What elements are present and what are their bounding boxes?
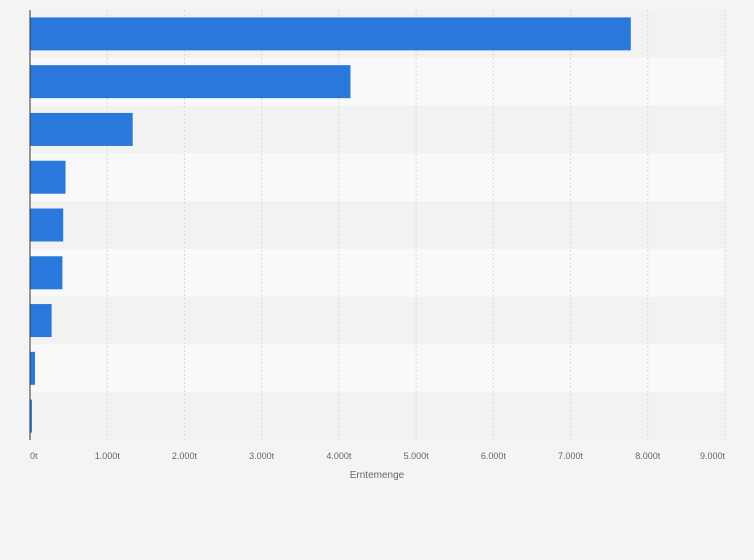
row-band [30,248,725,297]
x-axis-title: Erntemenge [350,470,405,481]
row-band [30,344,725,393]
bar [30,160,66,194]
bars [30,17,631,433]
row-band [30,201,725,249]
bar [30,17,631,51]
row-band [30,296,725,345]
x-tick-label: 6.000t [481,451,507,461]
bar [30,208,64,242]
bar [30,256,63,290]
x-axis-ticks: 0t 1.000t 2.000t 3.000t 4.000t 5.000t 6.000t 7.… [30,451,725,461]
x-tick-label: 4.000t [326,451,352,461]
bar [30,399,32,433]
row-band [30,392,725,440]
x-tick-label: 5.000t [404,451,430,461]
x-tick-label: 0t [30,451,38,461]
x-tick-label: 2.000t [172,451,198,461]
row-band [30,153,725,202]
bar [30,304,52,338]
row-band [30,105,725,154]
x-tick-label: 1.000t [95,451,121,461]
bar [30,65,351,99]
bar [30,112,133,146]
x-tick-label: 7.000t [558,451,584,461]
x-tick-label: 8.000t [635,451,661,461]
x-tick-label: 9.000t [700,451,726,461]
x-tick-label: 3.000t [249,451,275,461]
bar [30,351,36,385]
